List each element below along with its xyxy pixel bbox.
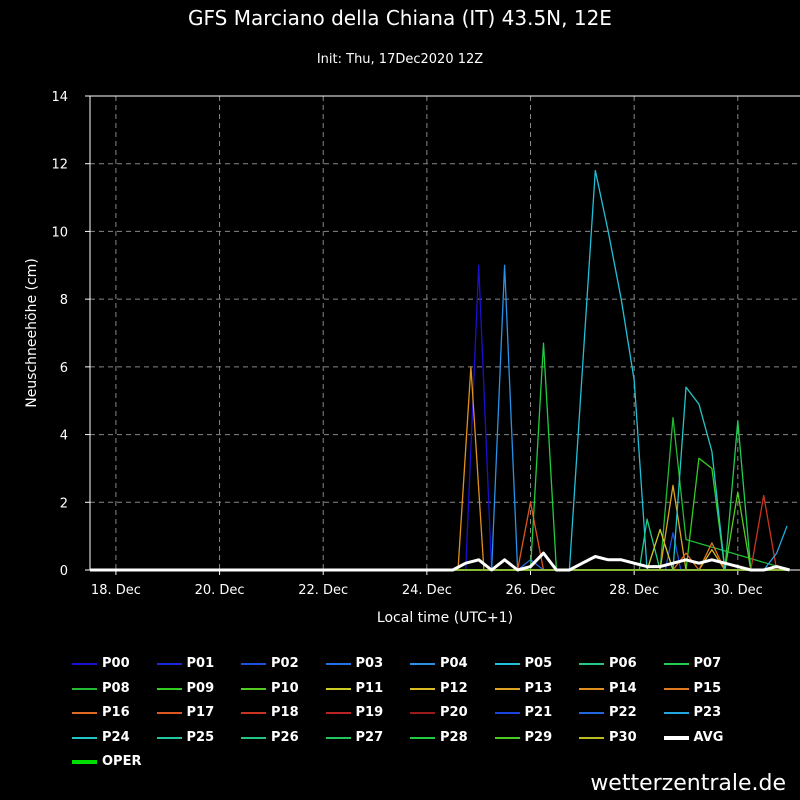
legend-swatch [410, 736, 435, 739]
legend-label: P26 [271, 729, 299, 745]
legend-swatch [72, 760, 97, 764]
plot-area: 18. Dec 20. Dec 22. Dec 24. Dec 26. Dec 28. D… [24, 90, 800, 626]
series-line-avg [90, 551, 790, 572]
series-line-p28 [90, 342, 790, 571]
x-tick-label: 26. Dec [506, 583, 556, 598]
legend-label: P18 [271, 705, 299, 720]
series-line-p15 [90, 542, 790, 571]
legend-swatch [663, 712, 689, 714]
legend-label: P17 [186, 705, 215, 720]
legend-label: P28 [440, 729, 468, 745]
legend-swatch [72, 712, 97, 714]
legend-label: P15 [693, 680, 722, 696]
legend-label: P09 [186, 680, 215, 696]
legend-swatch [72, 663, 97, 665]
legend-swatch [325, 736, 351, 739]
legend-swatch [241, 687, 266, 690]
legend-label: OPER [102, 754, 142, 769]
y-tick-label: 14 [51, 90, 68, 105]
legend-swatch [494, 712, 520, 714]
x-tick-label: 18. Dec [91, 583, 141, 598]
y-tick-label: 2 [60, 496, 68, 511]
legend-swatch [410, 687, 435, 690]
legend-swatch [494, 736, 520, 739]
legend-label: P01 [186, 656, 215, 671]
series-line-p09 [90, 457, 790, 571]
x-tick-label: 24. Dec [402, 583, 452, 598]
legend-label: P00 [102, 656, 130, 671]
legend-swatch [156, 663, 182, 665]
legend-label: P21 [524, 705, 553, 720]
watermark: wetterzentrale.de [590, 771, 786, 796]
series-line-p05 [90, 169, 790, 571]
legend-swatch [241, 663, 266, 665]
legend-swatch [410, 712, 435, 714]
legend-swatch [72, 736, 97, 739]
y-tick-label: 6 [60, 361, 68, 376]
legend-swatch [156, 736, 182, 739]
legend-swatch [494, 687, 520, 690]
legend-swatch [241, 712, 266, 714]
legend-label: P25 [186, 729, 215, 745]
series-line-p24 [90, 386, 790, 571]
y-axis-label: Neuschneehöhe (cm) [24, 258, 40, 408]
legend-label: P07 [693, 656, 722, 671]
legend-swatch [325, 712, 351, 714]
legend-label: P19 [355, 705, 384, 720]
legend-swatch [579, 687, 604, 690]
series-line-p07 [90, 420, 790, 571]
legend-swatch [663, 687, 689, 690]
legend-label: P02 [271, 656, 299, 671]
chart-subtitle: Init: Thu, 17Dec2020 12Z [316, 52, 484, 67]
legend-label: P16 [102, 705, 130, 720]
legend-swatch [241, 736, 266, 739]
y-tick-label: 10 [51, 225, 68, 240]
y-tick-label: 4 [60, 429, 68, 444]
x-tick-label: 22. Dec [298, 583, 348, 598]
legend-label: P06 [609, 656, 637, 671]
legend-label: P05 [524, 656, 553, 671]
legend-swatch [325, 663, 351, 665]
y-tick-label: 8 [60, 293, 68, 308]
legend-swatch [579, 712, 604, 714]
x-tick-label: 28. Dec [609, 583, 659, 598]
legend-swatch [579, 663, 604, 665]
legend-label: P30 [609, 729, 637, 745]
y-tick-label: 0 [60, 564, 68, 579]
y-tick-label: 12 [51, 158, 68, 173]
legend-label: P13 [524, 680, 553, 696]
legend-swatch [410, 663, 435, 665]
legend-swatch [663, 663, 689, 665]
legend-label: AVG [693, 729, 724, 745]
x-tick-label: 20. Dec [195, 583, 245, 598]
legend-label: P24 [102, 729, 130, 745]
x-tick-label: 30. Dec [713, 583, 763, 598]
legend-swatch [494, 663, 520, 665]
legend-swatch [72, 687, 97, 690]
legend-swatch [156, 687, 182, 690]
legend-label: P22 [609, 705, 637, 720]
legend-label: P10 [271, 680, 299, 696]
legend-swatch [156, 712, 182, 714]
legend-swatch [663, 735, 689, 740]
x-axis-label: Local time (UTC+1) [377, 610, 513, 626]
legend-label: P08 [102, 680, 130, 696]
legend-label: P03 [355, 656, 384, 671]
legend-label: P20 [440, 705, 468, 720]
series-line-p08 [90, 416, 790, 571]
legend-swatch [325, 687, 351, 690]
legend-swatch [579, 736, 604, 739]
legend-label: P27 [355, 729, 384, 745]
legend-label: P14 [609, 680, 637, 696]
chart-title: GFS Marciano della Chiana (IT) 43.5N, 12… [188, 6, 612, 30]
legend-label: P12 [440, 680, 468, 696]
legend-label: P11 [355, 680, 384, 696]
legend-label: P29 [524, 729, 553, 745]
legend-label: P23 [693, 705, 722, 720]
legend-label: P04 [440, 656, 468, 671]
